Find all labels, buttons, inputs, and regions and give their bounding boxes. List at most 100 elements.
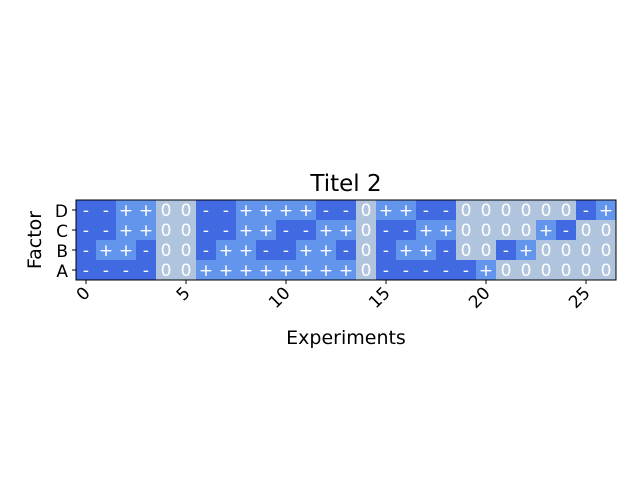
cell-label: - (83, 201, 89, 221)
cell-label: 0 (481, 201, 492, 221)
cell-label: 0 (601, 221, 612, 241)
heatmap-cell (136, 260, 157, 281)
cell-label: - (83, 221, 89, 241)
cell-label: 0 (601, 261, 612, 281)
cell-label: - (203, 201, 209, 221)
cell-label: + (239, 261, 253, 281)
cell-label: + (119, 201, 133, 221)
heatmap-cell (516, 200, 537, 221)
heatmap-cell (596, 240, 617, 261)
cell-label: + (539, 221, 553, 241)
heatmap-cell (356, 200, 377, 221)
heatmap-cell (136, 220, 157, 241)
heatmap-cell (356, 240, 377, 261)
heatmap-cell (476, 200, 497, 221)
cell-label: 0 (601, 241, 612, 261)
cell-label: 0 (581, 261, 592, 281)
heatmap-cell (416, 200, 437, 221)
cell-label: + (239, 221, 253, 241)
heatmap-cell (116, 260, 137, 281)
heatmap-cell (136, 240, 157, 261)
heatmap-cell (316, 220, 337, 241)
cell-label: - (563, 221, 569, 241)
heatmap-cell (556, 220, 577, 241)
cell-label: + (319, 221, 333, 241)
heatmap-cell (396, 240, 417, 261)
cell-label: 0 (461, 241, 472, 261)
heatmap-cell (476, 220, 497, 241)
heatmap-cell (536, 200, 557, 221)
cell-label: - (423, 261, 429, 281)
heatmap-cell (496, 220, 517, 241)
heatmap-cell (256, 260, 277, 281)
y-axis-label: Factor (24, 211, 46, 269)
x-axis: 0 5 10 15 20 25 (73, 280, 595, 313)
heatmap-cell (536, 260, 557, 281)
heatmap-cell (396, 220, 417, 241)
cell-label: - (283, 241, 289, 261)
x-tick-label: 10 (265, 283, 294, 312)
x-tick-label: 20 (465, 283, 494, 312)
heatmap-cell (156, 260, 177, 281)
heatmap-cell (496, 200, 517, 221)
cell-label: + (259, 201, 273, 221)
cell-label: + (139, 201, 153, 221)
heatmap-cell (116, 200, 137, 221)
heatmap-cell (476, 240, 497, 261)
cell-label: - (463, 261, 469, 281)
cell-label: + (299, 201, 313, 221)
heatmap-cell (416, 240, 437, 261)
heatmap-cell (596, 260, 617, 281)
cell-label: - (583, 201, 589, 221)
heatmap-cell (216, 220, 237, 241)
cell-label: + (299, 241, 313, 261)
cell-label: - (103, 261, 109, 281)
heatmap-cell (436, 240, 457, 261)
y-tick-label: D (55, 202, 68, 222)
heatmap-cell (76, 240, 97, 261)
heatmap-cell (576, 240, 597, 261)
cell-label: 0 (581, 221, 592, 241)
cell-label: + (279, 201, 293, 221)
heatmap-cell (296, 260, 317, 281)
cell-label: + (219, 261, 233, 281)
heatmap-cell (196, 240, 217, 261)
heatmap-cell (296, 220, 317, 241)
y-tick-label: C (56, 222, 68, 242)
chart-title: Titel 2 (309, 171, 381, 197)
x-tick-label: 5 (173, 283, 195, 305)
heatmap-cell (576, 200, 597, 221)
cell-label: 0 (521, 221, 532, 241)
y-tick-label: B (56, 242, 68, 262)
heatmap-cell (296, 240, 317, 261)
cell-label: - (403, 221, 409, 241)
heatmap-cell (496, 260, 517, 281)
cell-label: + (399, 201, 413, 221)
heatmap-cell (296, 200, 317, 221)
cell-label: 0 (161, 221, 172, 241)
heatmap-cell (216, 240, 237, 261)
cell-label: - (223, 201, 229, 221)
cell-label: + (259, 221, 273, 241)
heatmap-cell (376, 220, 397, 241)
heatmap-cell (136, 200, 157, 221)
cell-label: + (339, 221, 353, 241)
cell-label: + (399, 241, 413, 261)
cell-label: + (119, 241, 133, 261)
plot-frame (75, 199, 617, 281)
cell-label: + (419, 221, 433, 241)
cell-label: - (443, 201, 449, 221)
cell-label: + (139, 221, 153, 241)
heatmap-cell (236, 260, 257, 281)
heatmap-cell (556, 240, 577, 261)
cell-label: + (319, 261, 333, 281)
heatmap-cell (416, 220, 437, 241)
heatmap-cell (176, 200, 197, 221)
heatmap-cells: - - + +0 0- - + + + + - -0 + + - -0 0 0 0 0 0- +- - + +0 0- - + + - - +… (76, 200, 617, 281)
heatmap-cell (176, 220, 197, 241)
cell-label: - (443, 241, 449, 261)
cell-label: - (203, 221, 209, 241)
cell-label: + (299, 261, 313, 281)
cell-label: - (83, 241, 89, 261)
